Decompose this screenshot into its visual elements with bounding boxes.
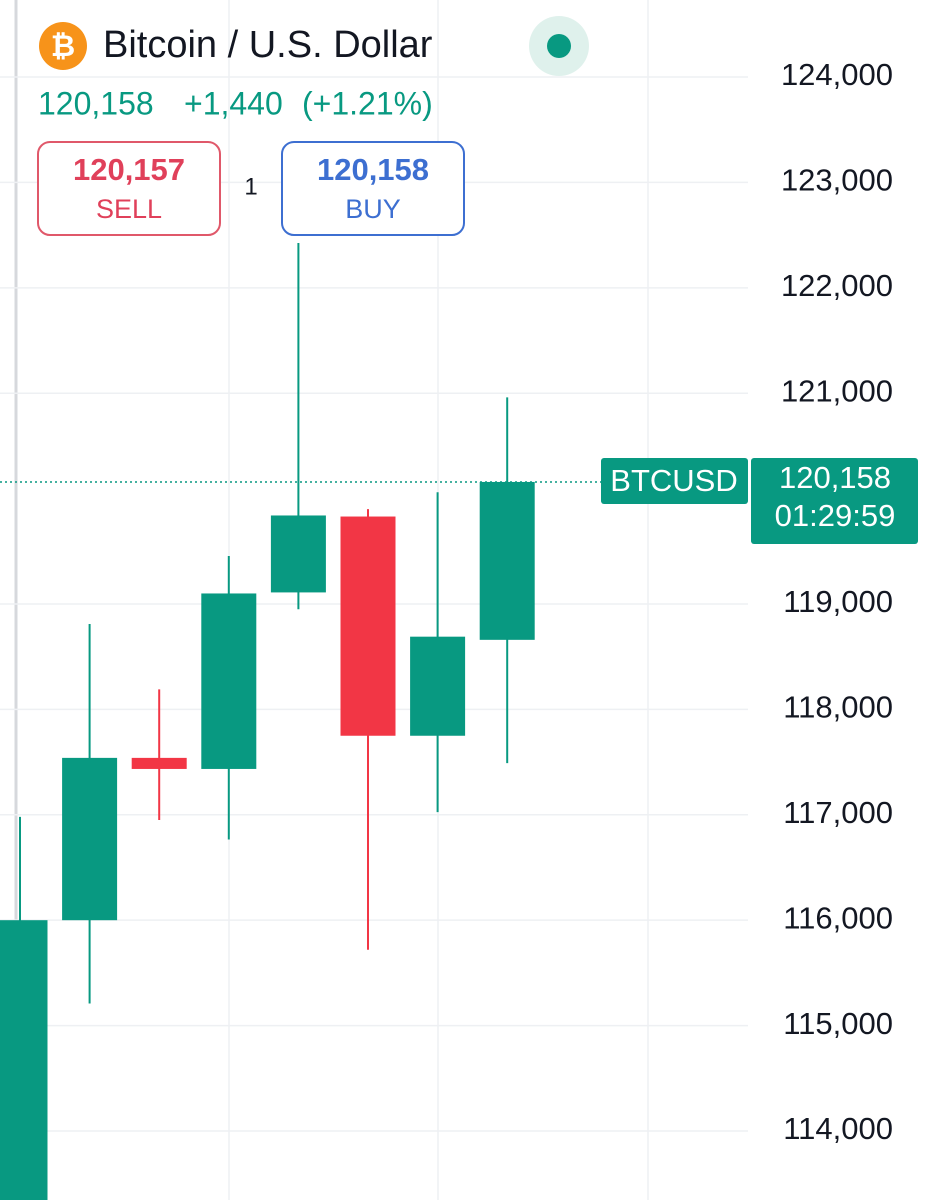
sell-button[interactable]: 120,157 SELL bbox=[37, 141, 221, 236]
y-tick-label: 117,000 bbox=[783, 795, 893, 830]
y-tick-label: 123,000 bbox=[781, 163, 893, 198]
price: 120,158 bbox=[38, 85, 154, 121]
y-tick-label: 118,000 bbox=[783, 690, 893, 725]
countdown: 01:29:59 bbox=[775, 498, 896, 533]
symbol-label: BTCUSD bbox=[610, 463, 737, 498]
buy-button[interactable]: 120,158 BUY bbox=[281, 141, 465, 236]
price-tag bbox=[751, 457, 918, 544]
chart-title: Bitcoin / U.S. Dollar bbox=[103, 24, 433, 66]
candle-body bbox=[201, 593, 257, 769]
change: +1,440 bbox=[184, 85, 283, 121]
y-tick-label: 122,000 bbox=[781, 268, 893, 303]
candle-body bbox=[0, 920, 48, 1200]
y-tick-label: 119,000 bbox=[783, 584, 893, 619]
bitcoin-icon bbox=[39, 22, 87, 70]
candle-body bbox=[479, 481, 535, 640]
candle-body bbox=[62, 757, 118, 921]
symbol-tag bbox=[601, 457, 748, 504]
candle-body bbox=[270, 515, 326, 593]
buy-label: BUY bbox=[345, 194, 401, 224]
candles bbox=[0, 243, 535, 1200]
y-tick-label: 114,000 bbox=[783, 1111, 893, 1146]
sell-box[interactable] bbox=[37, 141, 221, 236]
candle-body bbox=[340, 516, 396, 736]
y-tick-label: 124,000 bbox=[781, 57, 893, 92]
sell-label: SELL bbox=[96, 194, 162, 224]
sell-price: 120,157 bbox=[73, 152, 185, 187]
quantity: 1 bbox=[244, 173, 257, 200]
buy-box[interactable] bbox=[281, 141, 465, 236]
y-tick-label: 116,000 bbox=[783, 900, 893, 935]
bitcoin-icon-glyph: ₿ bbox=[51, 30, 75, 63]
overlay: ₿ Bitcoin / U.S. Dollar 120,158 +1,440 (… bbox=[0, 16, 918, 544]
candle-body bbox=[131, 757, 187, 769]
y-tick-label: 115,000 bbox=[783, 1006, 893, 1041]
y-tick-label: 121,000 bbox=[781, 373, 893, 408]
market-status-dot[interactable] bbox=[547, 34, 571, 58]
candle-body bbox=[410, 636, 466, 736]
buy-price: 120,158 bbox=[317, 152, 429, 187]
price-tag-label: 120,158 bbox=[779, 460, 891, 495]
change-pct: (+1.21%) bbox=[302, 85, 433, 121]
